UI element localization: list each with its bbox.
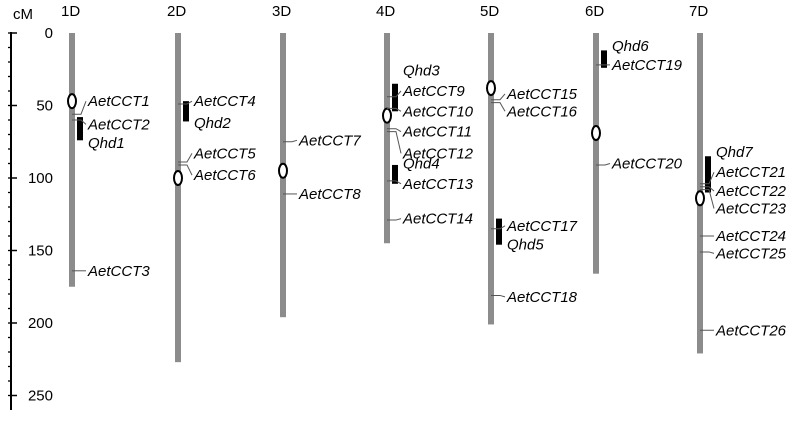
- qtl-label: Qhd3: [403, 63, 440, 80]
- qtl-label: Qhd6: [612, 38, 649, 55]
- gene-connector: [72, 119, 87, 125]
- gene-label: AetCCT16: [506, 103, 578, 120]
- qtl-label: Qhd7: [716, 144, 753, 161]
- gene-label: AetCCT25: [715, 245, 787, 262]
- gene-label: AetCCT21: [715, 164, 786, 181]
- gene-connector: [387, 180, 402, 185]
- gene-connector: [178, 164, 193, 176]
- gene-label: AetCCT12: [402, 145, 474, 162]
- axis-unit-label: cM: [13, 6, 33, 23]
- gene-connector: [387, 218, 402, 221]
- qtl-bar: [601, 50, 607, 68]
- gene-connector: [491, 294, 506, 298]
- gene-connector: [491, 102, 506, 112]
- chromosome-1d: 1D AetCCT1 AetCCT2 Qhd1 AetCCT3: [61, 3, 150, 287]
- qtl-bar: [183, 101, 189, 122]
- gene-connector: [491, 225, 506, 230]
- centromere-marker: [173, 170, 183, 186]
- centromere-marker: [382, 107, 392, 124]
- axis-tick-label: 150: [28, 243, 53, 260]
- chromosome-bar: [488, 33, 494, 325]
- centromere-marker: [591, 125, 601, 142]
- gene-label: AetCCT20: [611, 156, 683, 173]
- qtl-bar: [392, 83, 398, 112]
- centromere-marker: [278, 162, 288, 179]
- gene-label: AetCCT15: [506, 86, 578, 103]
- axis-tick-label: 0: [45, 25, 53, 42]
- axis-tick-label: 200: [28, 315, 53, 332]
- chromosomes: 1D AetCCT1 AetCCT2 Qhd1 AetCCT3 2D AetCCT4 Qhd2…: [61, 3, 787, 363]
- gene-label: AetCCT7: [298, 132, 361, 149]
- gene-label: AetCCT5: [193, 145, 256, 162]
- qtl-label: Qhd1: [88, 135, 125, 152]
- gene-label: AetCCT10: [402, 103, 474, 120]
- gene-label: AetCCT18: [506, 289, 578, 306]
- gene-connector: [596, 163, 611, 166]
- qtl-bar: [496, 218, 502, 245]
- chromosome-4d: 4D Qhd3 AetCCT9 AetCCT10 AetCCT11 AetCCT12Qhd…: [376, 3, 474, 244]
- gene-label: AetCCT14: [402, 211, 473, 228]
- gene-label: AetCCT9: [402, 83, 465, 100]
- gene-connector: [283, 139, 298, 143]
- gene-connector: [387, 128, 402, 133]
- chromosome-bar: [69, 33, 75, 287]
- gene-label: AetCCT4: [193, 93, 256, 110]
- gene-connector: [700, 186, 715, 192]
- gene-label: AetCCT26: [715, 322, 787, 339]
- centromere-marker: [67, 93, 77, 110]
- gene-label: AetCCT23: [715, 200, 787, 217]
- qtl-bar: [392, 164, 398, 184]
- centromere-marker: [695, 190, 705, 207]
- chromosome-7d: 7DQhd7AetCCT21AetCCT22AetCCT23AetCCT24Ae…: [689, 3, 787, 354]
- chromosome-label: 5D: [480, 3, 499, 20]
- chromosome-bar: [593, 33, 599, 274]
- gene-label: AetCCT22: [715, 183, 787, 200]
- gene-connector: [387, 131, 402, 154]
- chromosome-2d: 2D AetCCT4 Qhd2 AetCCT5 AetCCT6: [167, 3, 256, 363]
- chromosome-6d: 6D Qhd6 AetCCT19 AetCCT20: [585, 3, 683, 274]
- axis-tick-label: 50: [36, 98, 53, 115]
- chromosome-bar: [384, 33, 390, 244]
- gene-connector: [178, 100, 193, 105]
- qtl-bar: [705, 156, 711, 193]
- gene-label: AetCCT8: [298, 186, 361, 203]
- gene-connector: [387, 90, 402, 98]
- gene-connector: [700, 172, 715, 185]
- gene-label: AetCCT6: [193, 167, 256, 184]
- gene-label: AetCCT1: [87, 93, 150, 110]
- chromosome-3d: 3D AetCCT7 AetCCT8: [272, 3, 361, 318]
- gene-label: AetCCT17: [506, 218, 578, 235]
- gene-label: AetCCT3: [87, 263, 150, 280]
- qtl-label: Qhd4: [403, 156, 440, 173]
- gene-label: AetCCT11: [402, 124, 472, 141]
- gene-label: AetCCT24: [715, 228, 786, 245]
- qtl-bar: [77, 117, 83, 141]
- axis-tick-label: 250: [28, 388, 53, 405]
- gene-connector: [700, 189, 715, 209]
- centromere-marker: [486, 80, 496, 97]
- gene-connector: [178, 153, 193, 163]
- axis-tick-label: 100: [28, 170, 53, 187]
- gene-label: AetCCT19: [611, 57, 683, 74]
- gene-connector: [72, 100, 87, 115]
- chromosome-label: 6D: [585, 3, 604, 20]
- chromosome-label: 7D: [689, 3, 708, 20]
- chromosome-label: 1D: [61, 3, 80, 20]
- gene-label: AetCCT2: [87, 116, 150, 133]
- chromosome-bar: [175, 33, 181, 363]
- chromosome-label: 3D: [272, 3, 291, 20]
- chromosome-label: 4D: [376, 3, 395, 20]
- gene-connector: [491, 93, 506, 101]
- chromosome-label: 2D: [167, 3, 186, 20]
- cm-axis: 0 50 100 150 200 250 cM: [8, 6, 53, 410]
- gene-connector: [387, 107, 402, 112]
- qtl-label: Qhd2: [194, 115, 231, 132]
- qtl-label: Qhd5: [507, 237, 544, 254]
- gene-label: AetCCT13: [402, 176, 474, 193]
- gene-connector: [700, 251, 715, 254]
